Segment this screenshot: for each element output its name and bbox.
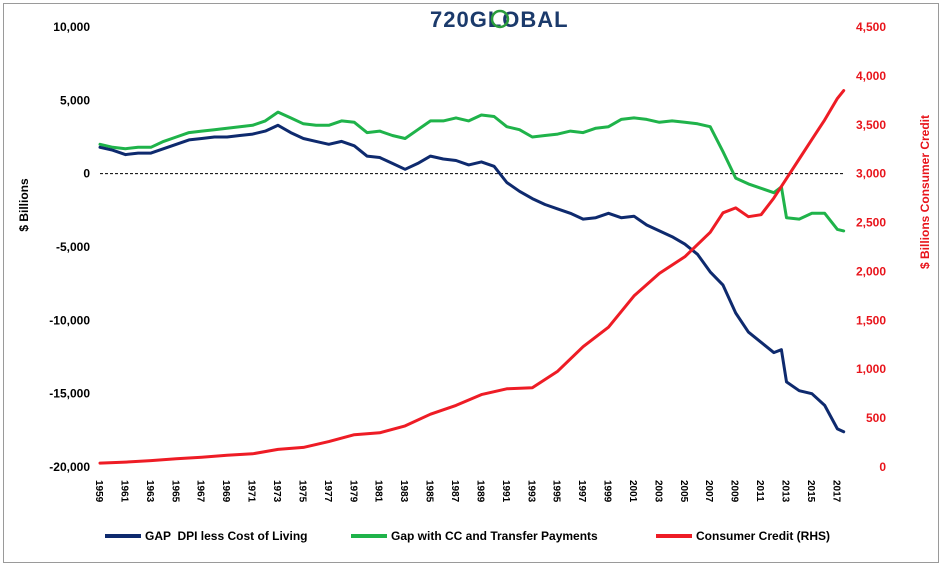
y-right-tick-label: 3,500: [856, 118, 886, 132]
series-group: [98, 89, 846, 465]
x-tick-label: 2015: [805, 480, 816, 503]
y-right-tick-label: 0: [879, 460, 886, 474]
x-tick-label: 1987: [449, 480, 460, 503]
legend-label-gap: GAP DPI less Cost of Living: [145, 529, 307, 543]
x-tick-label: 1999: [602, 480, 613, 503]
series-line-gap: [98, 123, 846, 434]
y-right-ticks: 4,500 4,000 3,500 3,000 2,500 2,000 1,500 1,000…: [856, 20, 886, 474]
y-right-tick-label: 4,500: [856, 20, 886, 34]
x-tick-label: 1995: [551, 480, 562, 503]
y-right-tick-label: 1,500: [856, 313, 886, 327]
legend-item-consumer-credit: Consumer Credit (RHS): [656, 529, 830, 543]
x-tick-label: 1973: [271, 480, 282, 503]
y-right-tick-label: 500: [866, 411, 886, 425]
x-tick-label: 1963: [144, 480, 155, 503]
series-line-gap-cc: [98, 110, 846, 233]
y-left-tick-label: 5,000: [60, 93, 90, 107]
x-tick-label: 2009: [729, 480, 740, 503]
x-tick-label: 2005: [678, 480, 689, 503]
x-tick-label: 1977: [322, 480, 333, 503]
x-tick-label: 1993: [525, 480, 536, 503]
y-left-tick-label: 10,000: [53, 20, 90, 34]
legend: GAP DPI less Cost of Living Gap with CC …: [105, 529, 830, 543]
x-tick-label: 1975: [296, 480, 307, 503]
x-tick-label: 1983: [398, 480, 409, 503]
y-right-tick-label: 2,500: [856, 216, 886, 230]
x-tick-label: 1967: [195, 480, 206, 503]
x-tick-label: 1969: [220, 480, 231, 503]
x-tick-label: 1991: [500, 480, 511, 503]
y-left-tick-label: -20,000: [49, 460, 90, 474]
y-left-tick-label: -10,000: [49, 313, 90, 327]
x-tick-label: 1997: [576, 480, 587, 503]
x-tick-label: 1979: [347, 480, 358, 503]
legend-item-gap: GAP DPI less Cost of Living: [105, 529, 307, 543]
logo: 720GLOBAL: [430, 7, 568, 32]
x-tick-label: 1981: [373, 480, 384, 503]
x-tick-label: 2017: [830, 480, 841, 503]
y-left-tick-label: -15,000: [49, 387, 90, 401]
y-right-label: $ Billions Consumer Credit: [918, 115, 932, 269]
x-ticks: 1959 1961 1963 1965 1967 1969 1971 1973 1975 1977…: [93, 480, 841, 503]
y-left-ticks: 10,000 5,000 0 -5,000 -10,000 -15,000 -20,000: [49, 20, 90, 474]
y-right-tick-label: 4,000: [856, 69, 886, 83]
x-tick-label: 2007: [703, 480, 714, 503]
y-right-tick-label: 1,000: [856, 362, 886, 376]
legend-item-gap-cc: Gap with CC and Transfer Payments: [351, 529, 598, 543]
x-tick-label: 1961: [118, 480, 129, 503]
x-tick-label: 2013: [780, 480, 791, 503]
x-tick-label: 1971: [246, 480, 257, 503]
y-left-tick-label: 0: [83, 167, 90, 181]
y-left-tick-label: -5,000: [56, 240, 90, 254]
chart-frame: [3, 3, 939, 563]
series-line-consumer-credit: [98, 89, 846, 465]
x-tick-label: 2001: [627, 480, 638, 503]
x-tick-label: 1959: [93, 480, 104, 503]
x-tick-label: 2003: [652, 480, 663, 503]
y-left-label: $ Billions: [17, 178, 31, 232]
x-tick-label: 2011: [754, 480, 765, 502]
y-right-tick-label: 3,000: [856, 167, 886, 181]
y-right-tick-label: 2,000: [856, 264, 886, 278]
x-tick-label: 1989: [474, 480, 485, 503]
logo-globe-icon: [490, 9, 510, 29]
x-tick-label: 1985: [424, 480, 435, 503]
legend-label-gap-cc: Gap with CC and Transfer Payments: [391, 529, 598, 543]
x-tick-label: 1965: [169, 480, 180, 503]
legend-label-consumer-credit: Consumer Credit (RHS): [696, 529, 830, 543]
